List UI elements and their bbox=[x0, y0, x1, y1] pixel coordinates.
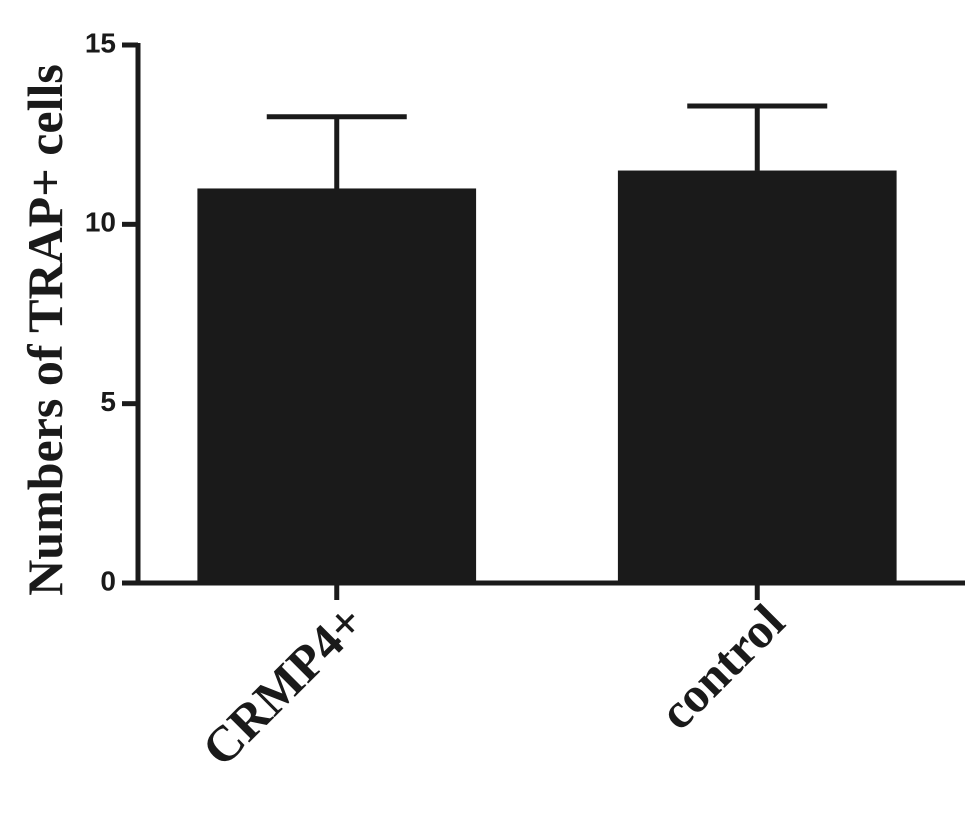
y-axis-label: Numbers of TRAP+ cells bbox=[17, 64, 73, 596]
y-tick-label: 10 bbox=[85, 207, 116, 238]
y-tick-label: 15 bbox=[85, 27, 116, 58]
y-tick-label: 0 bbox=[100, 565, 116, 596]
x-tick-label: control bbox=[648, 593, 795, 740]
bar bbox=[617, 170, 897, 584]
y-tick-label: 5 bbox=[100, 386, 116, 417]
bar bbox=[197, 188, 477, 583]
x-tick-label: CRMP4+ bbox=[191, 593, 374, 776]
